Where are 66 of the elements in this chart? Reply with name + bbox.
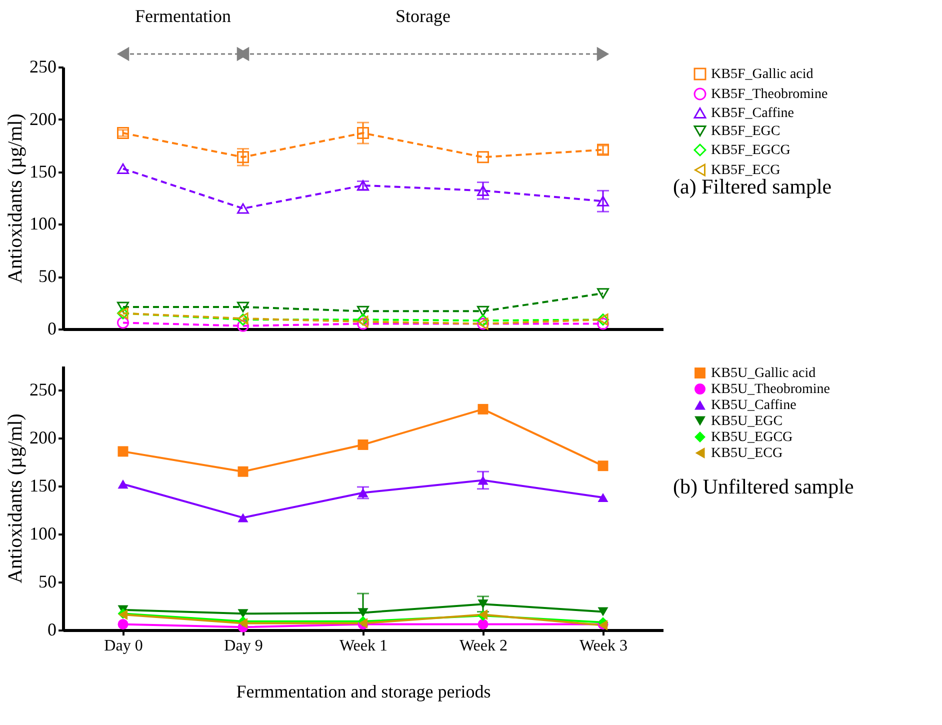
legend-label: KB5U_Caffine [711,398,796,413]
point [238,466,248,477]
point [237,151,249,164]
y-tick-label: 150 [30,476,56,496]
legend-label: KB5U_ECG [711,446,783,461]
point [597,318,609,330]
y-axis-title: Antioxidants (µg/ml) [4,114,26,284]
point [357,127,369,140]
legend-label: KB5F_Caffine [711,106,794,121]
text: (b) Unfiltered sample [673,474,854,498]
y-tick-label: 250 [30,56,56,76]
point [358,439,368,450]
x-tick-label: Week 2 [459,638,508,654]
y-tick-label: 150 [30,161,56,182]
point [237,203,249,214]
point [237,302,249,312]
y-tick-label: 100 [30,524,56,544]
legend-label: KB5F_Theobromine [711,87,828,102]
point [598,492,608,502]
point [357,306,369,316]
y-tick-label: 0 [48,620,56,640]
y-tick-label: 100 [30,214,56,234]
y-tick-label: 200 [30,428,56,448]
point [118,480,128,489]
x-tick-label: Week 3 [579,638,628,654]
point [118,619,128,630]
y-tick-label: 250 [30,380,56,400]
point [477,151,489,164]
point [117,302,129,312]
point [117,163,129,174]
legend-label: KB5U_Theobromine [711,382,830,397]
point [597,288,609,299]
legend-label: KB5U_Gallic acid [711,366,816,381]
legend-label: KB5F_Gallic acid [711,67,814,82]
legend-label: KB5U_EGCG [711,430,793,445]
text: Storage [396,6,451,26]
y-tick-label: 0 [48,318,56,338]
point [597,196,609,206]
x-tick-label: Day 0 [104,638,143,654]
x-axis-title: Fermmentation and storage periods [236,682,491,702]
legend-label: KB5U_EGC [711,414,783,429]
y-tick-label: 200 [30,108,56,129]
point [117,127,129,140]
point [598,460,608,472]
point [238,513,248,522]
point [118,446,128,457]
x-tick-label: Week 1 [339,638,388,654]
point [598,607,608,616]
point [238,609,248,618]
point [478,600,488,609]
x-tick-label: Day 9 [224,638,263,654]
y-tick-label: 50 [38,266,56,286]
point [478,619,488,630]
legend-label: KB5F_EGC [711,124,780,139]
point [117,316,129,329]
point [478,404,488,414]
legend-label: KB5F_EGCG [711,143,790,158]
point [358,608,368,618]
point [477,314,489,327]
text: Fermentation [135,6,231,26]
point [477,306,489,316]
y-axis-title: Antioxidants (µg/ml) [4,414,26,584]
point [477,185,489,196]
point [478,476,488,485]
point [237,320,249,332]
y-tick-label: 50 [38,572,56,592]
